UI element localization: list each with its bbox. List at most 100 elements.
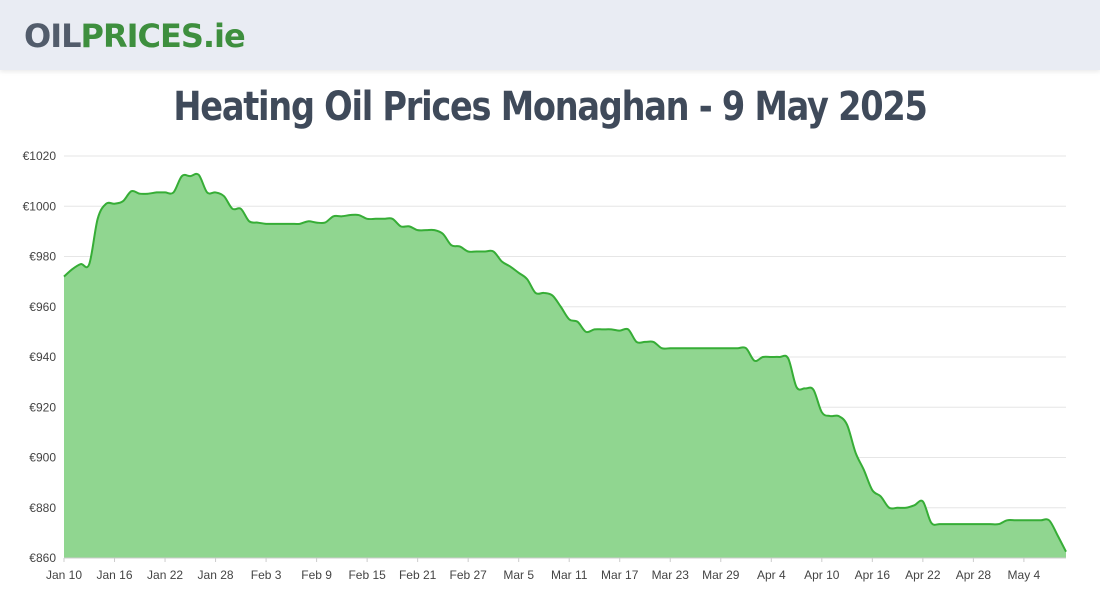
x-tick-label: Mar 17 — [601, 568, 639, 582]
data-point — [878, 493, 884, 499]
data-point — [1046, 517, 1052, 523]
x-tick-label: Apr 28 — [956, 568, 992, 582]
site-header: OILPRICES.ie — [0, 0, 1100, 70]
data-point — [844, 422, 850, 428]
data-point — [322, 220, 328, 226]
data-point — [533, 290, 539, 296]
data-point — [431, 227, 437, 233]
data-point — [507, 264, 513, 270]
x-tick-label: Feb 9 — [301, 568, 332, 582]
data-point — [145, 191, 151, 197]
price-area-fill — [64, 173, 1066, 558]
data-point — [398, 223, 404, 229]
data-point — [743, 345, 749, 351]
data-point — [389, 216, 395, 222]
data-point — [229, 206, 235, 212]
data-point — [1029, 517, 1035, 523]
data-point — [928, 520, 934, 526]
data-point — [979, 521, 985, 527]
data-point — [549, 292, 555, 298]
x-tick-label: Jan 10 — [46, 568, 82, 582]
data-point — [608, 326, 614, 332]
data-point — [726, 345, 732, 351]
x-tick-label: Jan 28 — [198, 568, 234, 582]
data-point — [187, 173, 193, 179]
x-tick-label: Feb 3 — [251, 568, 282, 582]
y-tick-label: €880 — [29, 501, 56, 515]
data-point — [162, 189, 168, 195]
data-point — [179, 173, 185, 179]
data-point — [667, 345, 673, 351]
data-point — [886, 505, 892, 511]
data-point — [69, 266, 75, 272]
x-tick-label: Feb 27 — [449, 568, 487, 582]
data-point — [204, 189, 210, 195]
data-point — [1012, 517, 1018, 523]
data-point — [314, 220, 320, 226]
data-point — [524, 276, 530, 282]
x-tick-label: Apr 4 — [757, 568, 786, 582]
x-tick-label: Apr 10 — [804, 568, 840, 582]
data-point — [558, 304, 564, 310]
data-point — [937, 521, 943, 527]
data-point — [802, 385, 808, 391]
data-point — [373, 216, 379, 222]
data-point — [465, 248, 471, 254]
data-point — [196, 172, 202, 178]
data-point — [221, 193, 227, 199]
y-tick-label: €980 — [29, 250, 56, 264]
data-point — [676, 345, 682, 351]
data-point — [255, 220, 261, 226]
y-tick-label: €900 — [29, 451, 56, 465]
data-point — [903, 505, 909, 511]
data-point — [490, 248, 496, 254]
data-point — [272, 221, 278, 227]
data-point — [810, 387, 816, 393]
x-tick-label: Mar 11 — [551, 568, 588, 582]
data-point — [970, 521, 976, 527]
data-point — [516, 270, 522, 276]
data-point — [86, 261, 92, 267]
data-point — [861, 467, 867, 473]
data-point — [962, 521, 968, 527]
data-point — [650, 339, 656, 345]
data-point — [112, 201, 118, 207]
x-tick-label: May 4 — [1008, 568, 1041, 582]
data-point — [1038, 517, 1044, 523]
data-point — [945, 521, 951, 527]
x-tick-label: Apr 22 — [905, 568, 941, 582]
x-tick-label: Mar 29 — [702, 568, 740, 582]
x-tick-label: Jan 16 — [97, 568, 133, 582]
data-point — [591, 326, 597, 332]
data-point — [836, 413, 842, 419]
data-point — [154, 189, 160, 195]
data-point — [406, 223, 412, 229]
data-point — [170, 189, 176, 195]
x-tick-label: Feb 21 — [399, 568, 437, 582]
data-point — [356, 212, 362, 218]
data-point — [617, 328, 623, 334]
data-point — [794, 384, 800, 390]
data-point — [499, 259, 505, 265]
data-point — [238, 206, 244, 212]
logo-text-oil: OIL — [24, 17, 81, 55]
data-point — [709, 345, 715, 351]
data-point — [920, 498, 926, 504]
data-point — [103, 201, 109, 207]
data-point — [95, 216, 101, 222]
x-tick-label: Feb 15 — [348, 568, 386, 582]
data-point — [364, 216, 370, 222]
data-point — [659, 345, 665, 351]
data-point — [61, 274, 67, 280]
data-point — [684, 345, 690, 351]
data-point — [305, 218, 311, 224]
data-point — [246, 218, 252, 224]
data-point — [1021, 517, 1027, 523]
site-logo[interactable]: OILPRICES.ie — [24, 16, 246, 56]
data-point — [869, 487, 875, 493]
data-point — [735, 345, 741, 351]
data-point — [137, 191, 143, 197]
price-line — [63, 172, 1067, 553]
data-point — [213, 189, 219, 195]
data-point — [768, 354, 774, 360]
